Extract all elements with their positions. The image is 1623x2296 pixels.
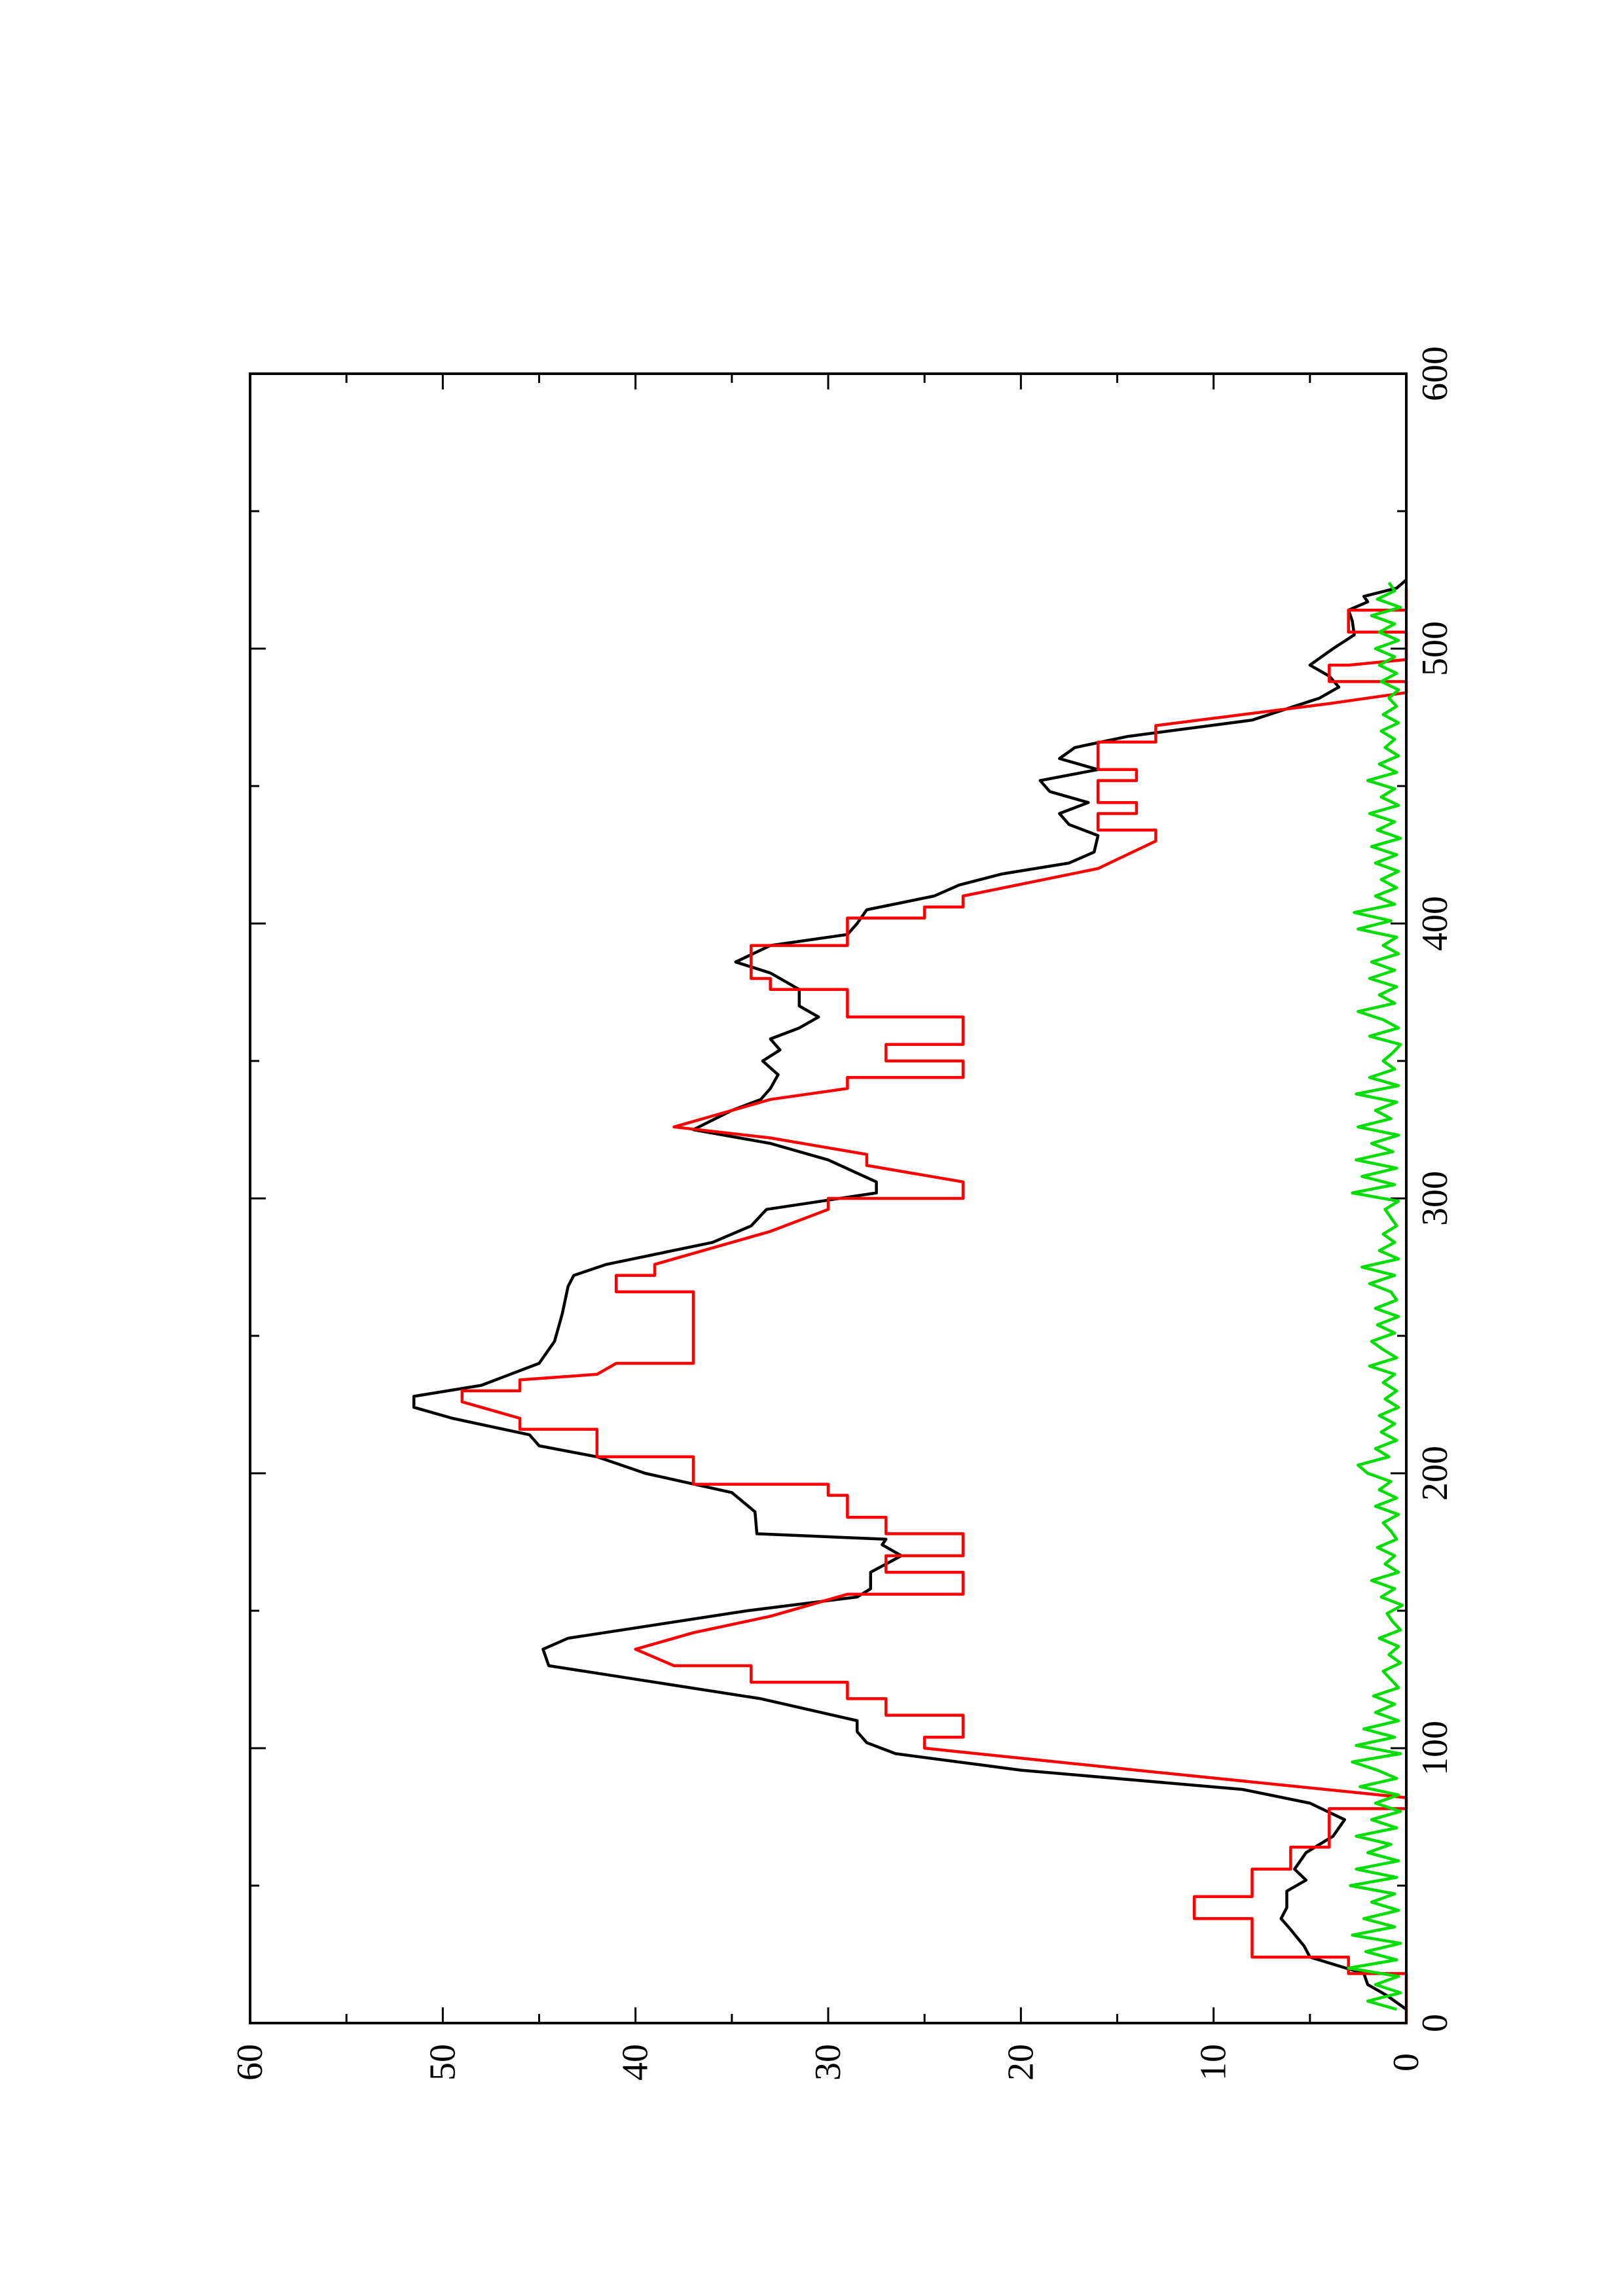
x-tick-label: 200: [1415, 1446, 1455, 1501]
x-tick-label: 600: [1415, 346, 1455, 401]
y-tick-label: 50: [422, 2044, 463, 2081]
plot-frame: [249, 372, 1408, 2024]
series-line-3: [1347, 581, 1404, 2011]
series-line-2: [460, 588, 1408, 2023]
x-tick-label: 300: [1415, 1171, 1455, 1226]
y-tick-label: 10: [1194, 2044, 1234, 2081]
x-tick-label: 400: [1415, 896, 1455, 951]
y-tick-label: 30: [808, 2044, 848, 2081]
y-tick-label: 0: [1386, 2053, 1427, 2072]
y-tick-label: 60: [230, 2044, 270, 2081]
axis-tick-labels: 0 100 200 300 400 500 600 0 10 20 30 40 50 60: [230, 346, 1455, 2081]
x-tick-label: 0: [1415, 2014, 1455, 2032]
y-tick-label: 40: [615, 2044, 656, 2081]
chart-series: [412, 579, 1408, 2023]
x-tick-label: 100: [1415, 1721, 1455, 1776]
y-tick-label: 20: [1000, 2044, 1041, 2081]
series-line-1: [412, 579, 1408, 2011]
x-tick-label: 500: [1415, 621, 1455, 676]
